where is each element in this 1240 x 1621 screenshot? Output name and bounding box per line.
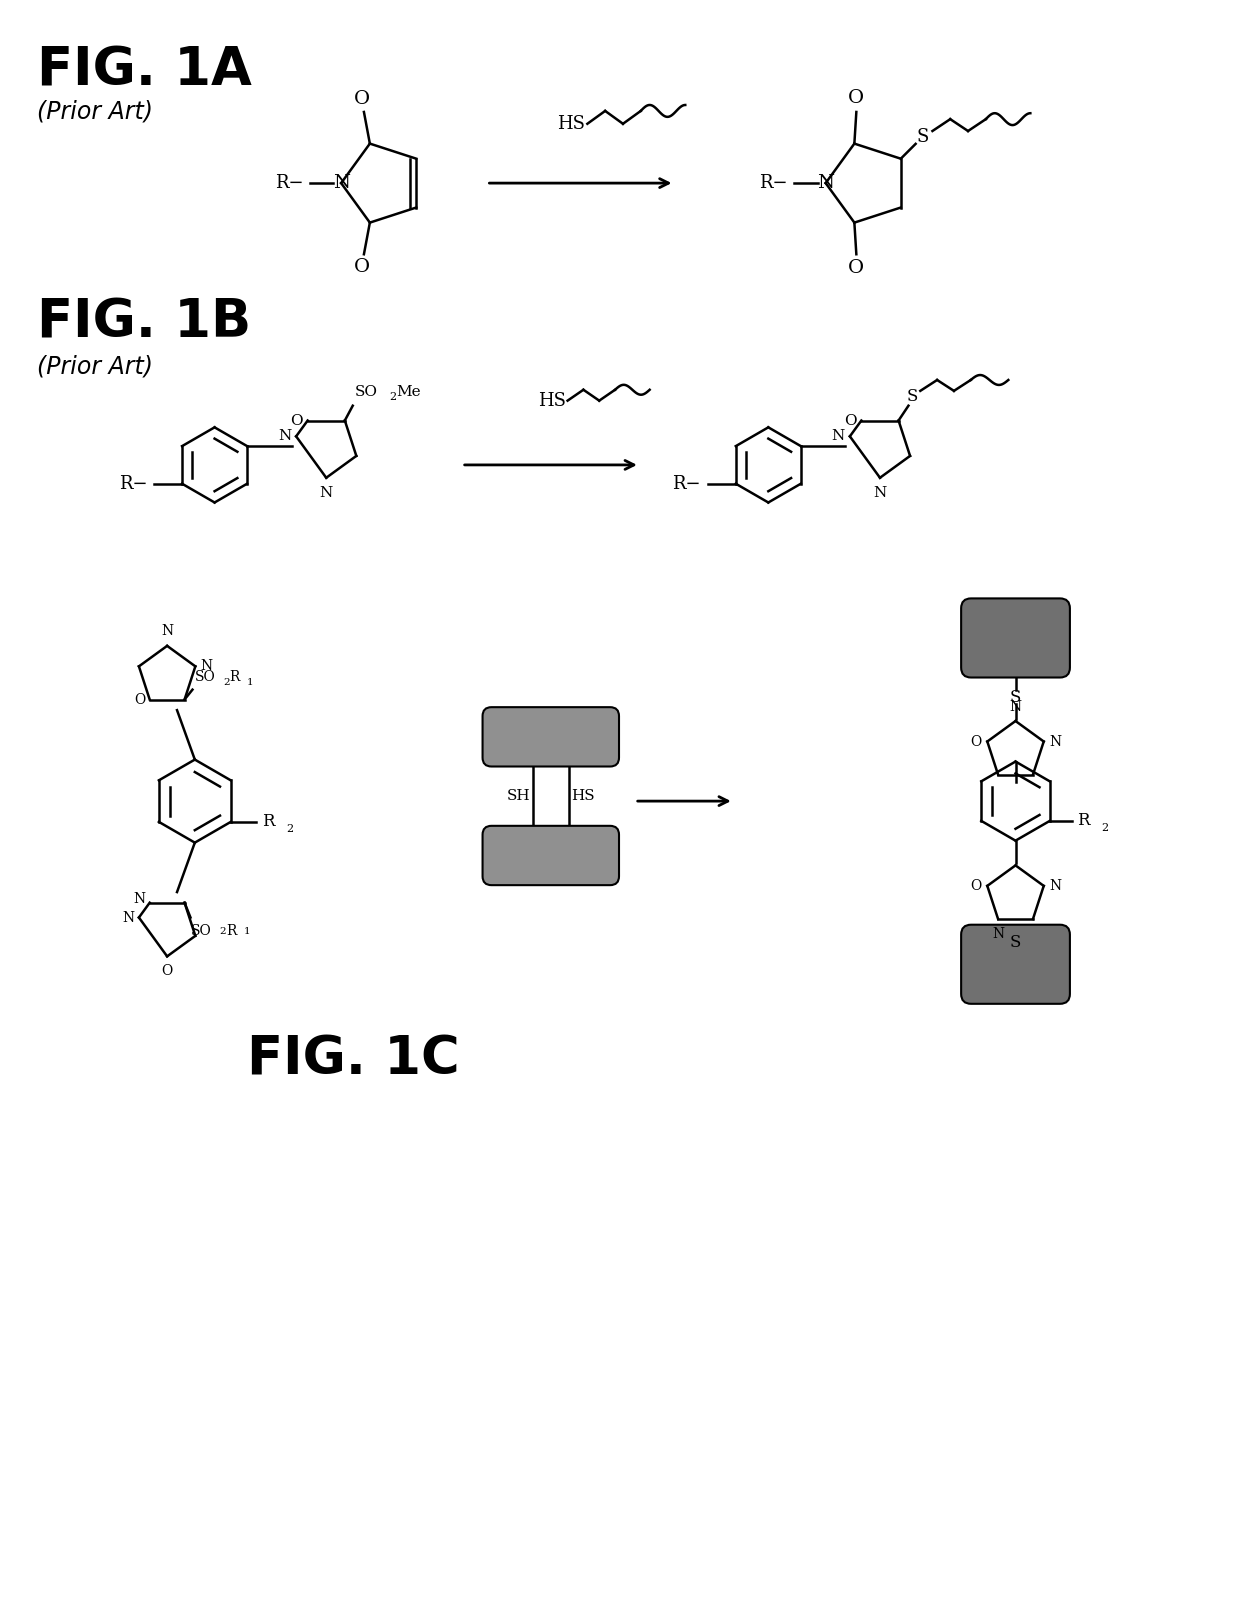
Text: FIG. 1A: FIG. 1A xyxy=(37,45,252,97)
Text: N: N xyxy=(332,173,350,193)
Text: SO: SO xyxy=(191,924,211,939)
FancyBboxPatch shape xyxy=(482,707,619,767)
Text: S: S xyxy=(906,389,918,405)
Text: SO: SO xyxy=(195,669,216,684)
Text: 2: 2 xyxy=(1101,823,1109,833)
Text: N: N xyxy=(278,430,291,444)
FancyBboxPatch shape xyxy=(961,598,1070,678)
Text: HS: HS xyxy=(572,789,595,802)
Text: O: O xyxy=(843,413,857,428)
Text: N: N xyxy=(201,660,212,673)
Text: S: S xyxy=(1009,689,1022,705)
FancyBboxPatch shape xyxy=(482,825,619,885)
Text: FIG. 1C: FIG. 1C xyxy=(247,1034,459,1086)
Text: 2: 2 xyxy=(286,823,294,833)
FancyBboxPatch shape xyxy=(961,924,1070,1003)
Text: O: O xyxy=(848,259,864,277)
Text: S: S xyxy=(1009,934,1022,952)
Text: 1: 1 xyxy=(244,927,250,937)
Text: O: O xyxy=(848,89,864,107)
Text: O: O xyxy=(970,734,981,749)
Text: R−: R− xyxy=(275,173,304,193)
Text: N: N xyxy=(992,927,1004,940)
Text: Me: Me xyxy=(397,384,420,399)
Text: N: N xyxy=(873,486,887,499)
Text: R: R xyxy=(263,814,275,830)
Text: O: O xyxy=(134,692,146,707)
Text: R: R xyxy=(226,924,237,939)
Text: SO: SO xyxy=(355,384,378,399)
Text: R: R xyxy=(1078,812,1090,830)
Text: S: S xyxy=(916,128,929,146)
Text: N: N xyxy=(134,892,146,906)
Text: HS: HS xyxy=(558,115,585,133)
Text: O: O xyxy=(290,413,303,428)
Text: R−: R− xyxy=(672,475,701,493)
Text: O: O xyxy=(161,964,172,977)
Text: 2: 2 xyxy=(223,678,229,687)
Text: (Prior Art): (Prior Art) xyxy=(37,99,153,123)
Text: N: N xyxy=(123,911,135,924)
Text: N: N xyxy=(1009,700,1022,715)
Text: 2: 2 xyxy=(389,392,397,402)
Text: FIG. 1B: FIG. 1B xyxy=(37,297,250,349)
Text: O: O xyxy=(353,91,370,109)
Text: N: N xyxy=(1050,879,1061,893)
Text: R: R xyxy=(229,669,239,684)
Text: R−: R− xyxy=(759,173,789,193)
Text: 2: 2 xyxy=(219,927,226,937)
Text: N: N xyxy=(817,173,835,193)
Text: N: N xyxy=(161,624,174,639)
Text: R−: R− xyxy=(119,475,148,493)
Text: 1: 1 xyxy=(247,678,253,687)
Text: O: O xyxy=(970,879,981,893)
Text: HS: HS xyxy=(538,392,565,410)
Text: N: N xyxy=(1050,734,1061,749)
Text: N: N xyxy=(320,486,332,499)
Text: (Prior Art): (Prior Art) xyxy=(37,353,153,378)
Text: SH: SH xyxy=(506,789,529,802)
Text: N: N xyxy=(832,430,844,444)
Text: O: O xyxy=(353,258,370,276)
